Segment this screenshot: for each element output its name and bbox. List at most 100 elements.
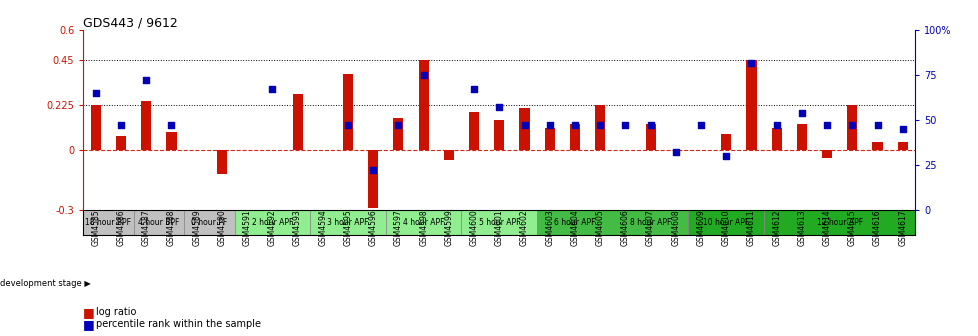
- Text: GSM4616: GSM4616: [872, 210, 881, 246]
- Bar: [461, 210, 537, 235]
- Point: [138, 78, 154, 83]
- Text: 8 hour APF: 8 hour APF: [629, 218, 671, 227]
- Bar: [385, 210, 461, 235]
- Text: GSM4603: GSM4603: [545, 210, 554, 246]
- Bar: [494, 120, 504, 150]
- Bar: [745, 60, 756, 150]
- Point: [264, 87, 280, 92]
- Bar: [443, 150, 454, 160]
- Text: 5 hour APF: 5 hour APF: [478, 218, 519, 227]
- Point: [868, 123, 884, 128]
- Bar: [115, 136, 126, 150]
- Point: [466, 87, 481, 92]
- Point: [163, 123, 179, 128]
- Point: [566, 123, 582, 128]
- Point: [617, 123, 633, 128]
- Bar: [544, 128, 555, 150]
- Text: GSM4585: GSM4585: [91, 210, 100, 246]
- Text: GSM4592: GSM4592: [268, 210, 277, 246]
- Text: GSM4586: GSM4586: [116, 210, 125, 246]
- Bar: [134, 210, 184, 235]
- Text: GSM4614: GSM4614: [822, 210, 830, 246]
- Point: [844, 123, 860, 128]
- Bar: [822, 150, 831, 158]
- Bar: [235, 210, 310, 235]
- Bar: [166, 132, 176, 150]
- Bar: [612, 210, 688, 235]
- Point: [643, 123, 658, 128]
- Text: GSM4609: GSM4609: [695, 210, 705, 246]
- Text: GSM4593: GSM4593: [292, 210, 302, 246]
- Text: GSM4615: GSM4615: [847, 210, 856, 246]
- Text: GSM4587: GSM4587: [142, 210, 151, 246]
- Bar: [796, 124, 806, 150]
- Point: [667, 150, 683, 155]
- Point: [542, 123, 557, 128]
- Text: 4 hour BPF: 4 hour BPF: [138, 218, 179, 227]
- Text: GSM4595: GSM4595: [343, 210, 352, 246]
- Bar: [83, 210, 134, 235]
- Bar: [468, 112, 478, 150]
- Bar: [419, 60, 428, 150]
- Text: GSM4605: GSM4605: [595, 210, 604, 246]
- Bar: [771, 128, 780, 150]
- Bar: [871, 142, 882, 150]
- Point: [113, 123, 129, 128]
- Text: ■: ■: [83, 306, 95, 319]
- Text: GSM4612: GSM4612: [772, 210, 780, 246]
- Text: GSM4598: GSM4598: [419, 210, 427, 246]
- Point: [592, 123, 607, 128]
- Text: GSM4611: GSM4611: [746, 210, 755, 246]
- Text: 12 hour APF: 12 hour APF: [816, 218, 862, 227]
- Point: [718, 153, 734, 159]
- Text: GSM4613: GSM4613: [796, 210, 806, 246]
- Bar: [519, 108, 529, 150]
- Point: [819, 123, 834, 128]
- Point: [894, 126, 910, 132]
- Text: GSM4601: GSM4601: [494, 210, 504, 246]
- Point: [793, 110, 809, 116]
- Point: [516, 123, 532, 128]
- Bar: [368, 150, 378, 208]
- Bar: [91, 105, 101, 150]
- Bar: [595, 105, 604, 150]
- Bar: [393, 118, 403, 150]
- Text: development stage ▶: development stage ▶: [0, 280, 91, 288]
- Text: GSM4597: GSM4597: [393, 210, 403, 246]
- Text: GSM4606: GSM4606: [620, 210, 629, 246]
- Text: 2 hour APF: 2 hour APF: [251, 218, 292, 227]
- Text: GSM4610: GSM4610: [721, 210, 730, 246]
- Point: [743, 60, 759, 65]
- Bar: [342, 74, 353, 150]
- Point: [692, 123, 708, 128]
- Bar: [763, 210, 914, 235]
- Bar: [141, 101, 152, 150]
- Bar: [292, 94, 302, 150]
- Bar: [897, 142, 907, 150]
- Point: [365, 167, 380, 173]
- Point: [339, 123, 355, 128]
- Text: 18 hour BPF: 18 hour BPF: [85, 218, 131, 227]
- Bar: [846, 105, 857, 150]
- Text: GSM4607: GSM4607: [645, 210, 654, 246]
- Point: [491, 105, 507, 110]
- Text: 3 hour APF: 3 hour APF: [327, 218, 369, 227]
- Point: [390, 123, 406, 128]
- Text: GSM4608: GSM4608: [671, 210, 680, 246]
- Text: GSM4602: GSM4602: [519, 210, 528, 246]
- Text: GSM4590: GSM4590: [217, 210, 226, 246]
- Text: GSM4589: GSM4589: [192, 210, 201, 246]
- Text: GDS443 / 9612: GDS443 / 9612: [83, 16, 178, 29]
- Text: GSM4594: GSM4594: [318, 210, 327, 246]
- Text: GSM4591: GSM4591: [243, 210, 251, 246]
- Text: ■: ■: [83, 318, 95, 331]
- Text: GSM4604: GSM4604: [570, 210, 579, 246]
- Text: GSM4600: GSM4600: [469, 210, 478, 246]
- Point: [88, 90, 104, 96]
- Text: log ratio: log ratio: [96, 307, 136, 318]
- Text: 10 hour APF: 10 hour APF: [702, 218, 748, 227]
- Bar: [721, 134, 731, 150]
- Text: GSM4596: GSM4596: [369, 210, 378, 246]
- Point: [768, 123, 783, 128]
- Bar: [537, 210, 612, 235]
